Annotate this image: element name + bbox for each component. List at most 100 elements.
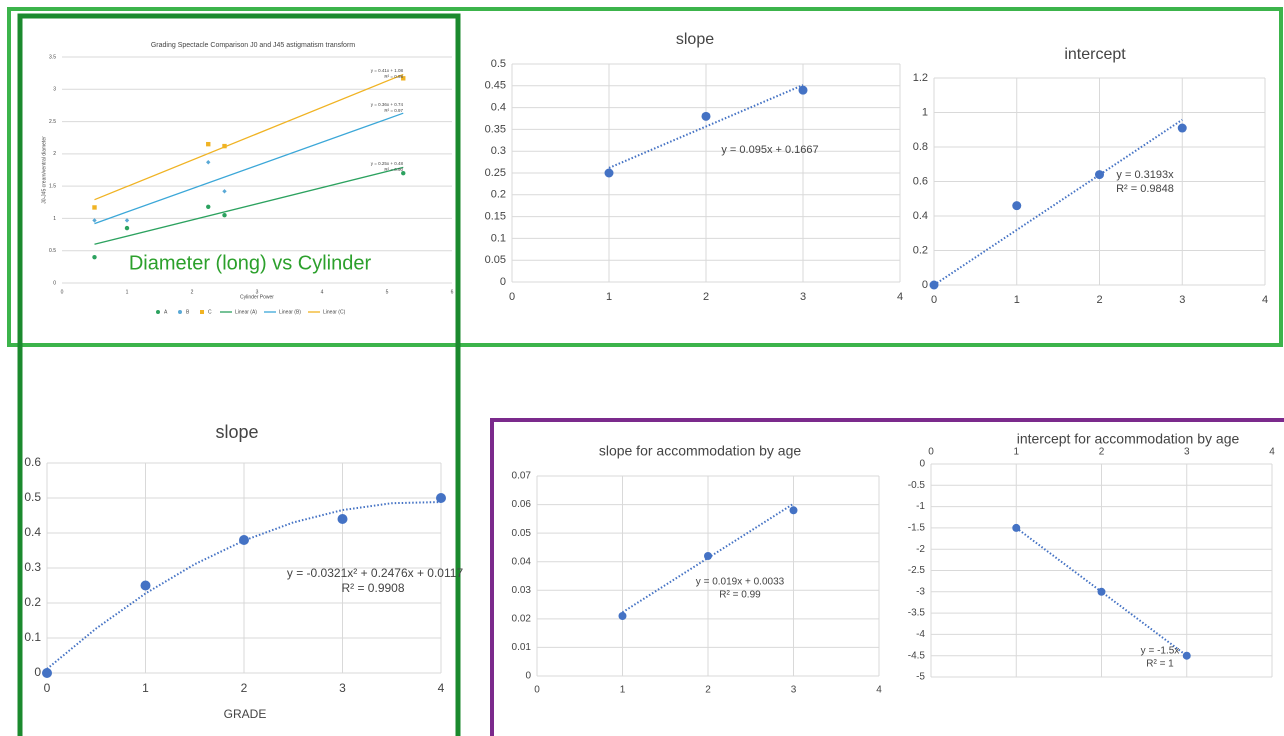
x-tick-label: 1 — [1014, 294, 1020, 306]
x-tick-label: 0 — [931, 294, 937, 306]
y-tick-label: 0.04 — [512, 556, 532, 567]
legend-label: C — [208, 309, 212, 315]
marker — [337, 514, 348, 524]
y-tick-label: 0.05 — [512, 528, 532, 539]
y-tick-label: 0.5 — [49, 248, 56, 254]
trend-line — [94, 112, 404, 225]
y-tick-label: 0.5 — [24, 490, 41, 504]
marker — [42, 668, 52, 678]
x-tick-label: 3 — [800, 291, 806, 303]
x-tick-label: 2 — [705, 685, 711, 696]
legend-label: Linear (C) — [323, 309, 346, 315]
marker — [1012, 523, 1021, 532]
chart-title: slope — [215, 422, 258, 442]
y-tick-label: -3 — [916, 586, 925, 597]
marker — [124, 225, 130, 231]
x-tick-label: 0 — [534, 685, 540, 696]
y-tick-label: 0 — [500, 276, 506, 288]
trend-line — [94, 166, 404, 245]
y-tick-label: 0.05 — [485, 254, 506, 266]
marker — [92, 254, 97, 260]
trend-line — [621, 502, 795, 614]
y-tick-label: 0 — [919, 459, 925, 470]
frame-purple — [490, 418, 1284, 736]
marker — [239, 535, 249, 545]
marker — [436, 493, 446, 503]
annotation: y = 0.3193x — [1116, 169, 1174, 181]
chart-title: slope for accommodation by age — [599, 443, 802, 459]
trend-line — [1015, 527, 1188, 657]
annotation: R² = 0.99 — [719, 590, 761, 601]
marker — [401, 171, 406, 176]
annotation: R² = 0.9908 — [341, 581, 404, 595]
marker — [401, 76, 406, 81]
trend-line — [94, 73, 404, 201]
trend-line — [46, 501, 442, 670]
y-tick-label: 2 — [53, 151, 56, 157]
y-tick-label: 3.5 — [49, 54, 56, 60]
annotation: y = -0.0321x² + 0.2476x + 0.0117 — [287, 566, 464, 580]
y-tick-label: 1.2 — [913, 72, 928, 84]
marker — [1012, 201, 1022, 211]
y-tick-label: 0.5 — [491, 58, 506, 70]
y-tick-label: 0.02 — [512, 613, 532, 624]
x-tick-label: 0 — [61, 289, 64, 295]
x-tick-label: 1 — [606, 291, 612, 303]
marker — [206, 204, 211, 210]
y-tick-label: -4 — [916, 629, 925, 640]
chart-title: intercept for accommodation by age — [1017, 431, 1240, 447]
x-tick-label: 4 — [321, 289, 324, 295]
annotation: Diameter (long) vs Cylinder — [129, 252, 372, 274]
annotation: y = 0.25x + 0.48 — [371, 161, 404, 166]
y-tick-label: 0.2 — [491, 189, 506, 201]
y-tick-label: 0.3 — [24, 560, 41, 574]
chart-title: intercept — [1064, 46, 1126, 63]
y-tick-label: 0 — [525, 671, 531, 682]
annotation: R² = 0.98 — [384, 74, 403, 79]
trend-line — [933, 118, 1183, 286]
legend-swatch — [200, 310, 204, 314]
y-tick-label: 0 — [34, 665, 41, 679]
y-tick-label: 1 — [922, 106, 928, 118]
marker — [1182, 651, 1191, 660]
y-tick-label: 3 — [53, 87, 56, 93]
annotation: R² = 1 — [1146, 659, 1174, 670]
marker — [929, 280, 939, 290]
x-tick-label: 0 — [928, 447, 934, 458]
annotation: y = 0.41x + 1.08 — [371, 68, 404, 73]
y-tick-label: 0.06 — [512, 499, 532, 510]
frame-left — [17, 13, 461, 736]
x-tick-label: 1 — [1013, 447, 1019, 458]
marker — [140, 580, 151, 591]
x-tick-label: 6 — [451, 289, 454, 295]
x-tick-label: 2 — [241, 681, 248, 695]
x-tick-label: 4 — [1262, 294, 1268, 306]
legend-label: Linear (B) — [279, 309, 301, 315]
x-tick-label: 2 — [1099, 447, 1105, 458]
annotation: y = -1.5x — [1141, 646, 1180, 657]
legend-label: B — [186, 309, 190, 315]
x-tick-label: 3 — [1184, 447, 1190, 458]
y-tick-label: 1.5 — [49, 183, 56, 189]
x-tick-label: 3 — [1179, 294, 1185, 306]
marker — [92, 218, 97, 223]
y-tick-label: 0.45 — [485, 80, 506, 92]
y-axis-label: J0-J45 cream/ventral diameter — [41, 136, 47, 204]
y-tick-label: 0.07 — [512, 471, 532, 482]
y-tick-label: 0.4 — [24, 525, 41, 539]
y-tick-label: -1 — [916, 501, 925, 512]
y-tick-label: 1 — [53, 216, 56, 222]
legend-swatch — [156, 310, 160, 314]
frame-top — [7, 7, 1283, 347]
x-tick-label: 4 — [438, 681, 445, 695]
y-tick-label: 0.1 — [491, 232, 506, 244]
x-tick-label: 0 — [509, 291, 515, 303]
x-tick-label: 3 — [339, 681, 346, 695]
marker — [618, 612, 627, 620]
y-tick-label: 0 — [922, 279, 928, 291]
y-tick-label: 0.15 — [485, 211, 506, 223]
y-tick-label: 0.1 — [24, 630, 41, 644]
marker — [124, 218, 130, 223]
marker — [604, 168, 614, 178]
